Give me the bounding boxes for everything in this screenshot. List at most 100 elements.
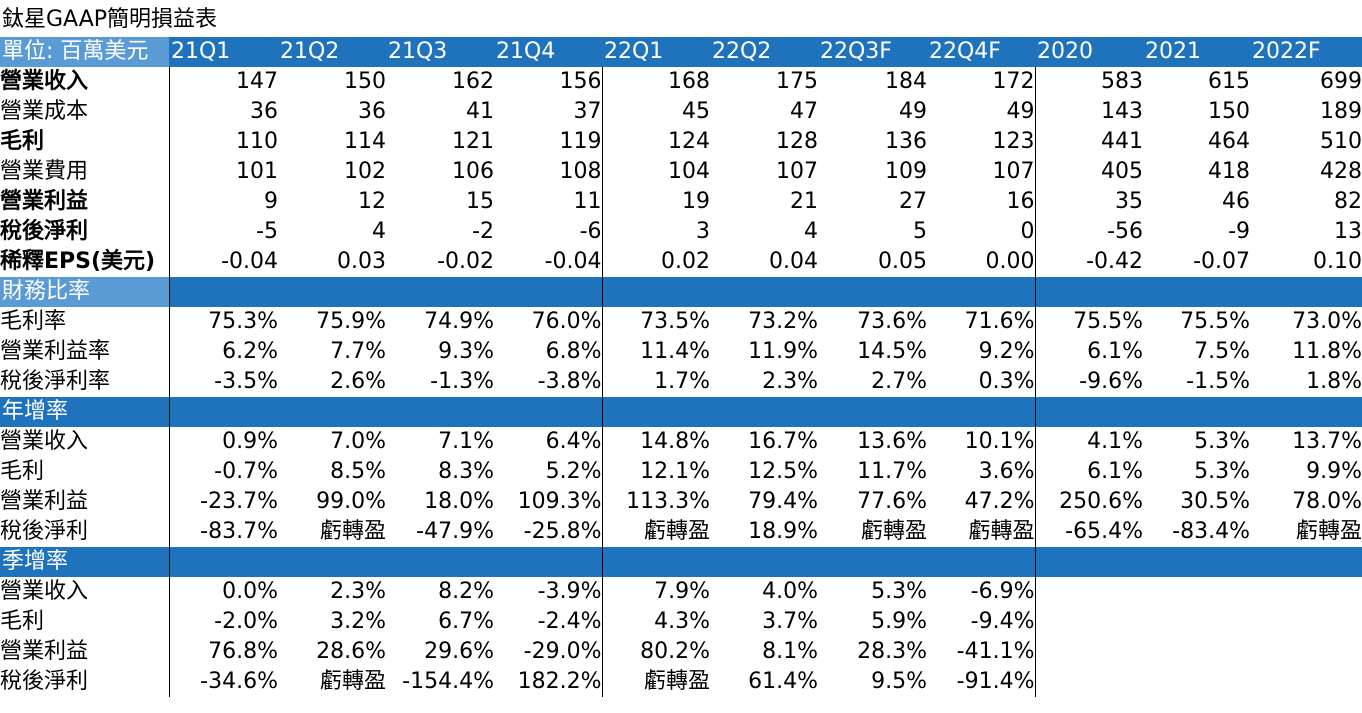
table-cell: -6.9% <box>970 579 1035 604</box>
section-header-cell <box>494 397 602 427</box>
section-header-cell <box>1034 547 1143 577</box>
section-header-cell <box>168 397 278 427</box>
column-header: 22Q4F <box>927 37 1035 67</box>
column-header: 2022F <box>1250 37 1362 67</box>
table-cell: 29.6% <box>424 639 494 664</box>
table-cell: 102 <box>344 159 386 184</box>
table-cell: 143 <box>1034 97 1143 127</box>
table-cell: 109.3% <box>517 489 602 514</box>
table-cell: 2.3% <box>330 579 386 604</box>
table-cell <box>1143 637 1250 667</box>
table-cell: 36 <box>168 97 278 127</box>
table-cell: -6 <box>579 219 602 244</box>
table-cell: 41 <box>466 99 494 124</box>
table-cell: 150 <box>1208 99 1250 124</box>
table-cell: 8.3% <box>438 459 494 484</box>
table-cell: -34.6% <box>168 667 278 697</box>
table-cell: 75.5% <box>1034 307 1143 337</box>
row-label: 稅後淨利 <box>0 669 89 694</box>
table-cell: 1.8% <box>1306 369 1362 394</box>
table-cell: 0.3% <box>978 369 1035 394</box>
table-cell: 13 <box>1334 219 1362 244</box>
table-cell: 28.3% <box>857 639 927 664</box>
section-header-cell <box>927 277 1035 307</box>
table-cell: 583 <box>1034 67 1143 97</box>
table-cell <box>1143 607 1250 637</box>
table-body: 單位: 百萬美元 21Q1 21Q2 21Q3 21Q4 22Q1 22Q2 22Q3F 22Q… <box>0 37 1362 697</box>
table-cell: 73.2% <box>748 309 818 334</box>
table-cell: 113.3% <box>601 487 710 517</box>
table-cell: 11 <box>573 189 602 214</box>
table-cell: 79.4% <box>748 489 818 514</box>
row-label: 營業利益 <box>0 189 89 214</box>
section-title: 財務比率 <box>0 277 169 307</box>
row-label: 營業利益 <box>0 639 89 664</box>
table-cell: -1.3% <box>430 369 494 394</box>
table-cell: 虧轉盈 <box>319 519 386 544</box>
table-cell: 119 <box>559 129 602 154</box>
table-row: 毛利率 75.3% 75.9% 74.9% 76.0% 73.5% 73.2% 73.6% 71… <box>0 307 1362 337</box>
table-cell: 10.1% <box>964 429 1035 454</box>
section-header-cell <box>818 397 927 427</box>
table-cell: 37 <box>573 99 602 124</box>
table-cell: 110 <box>168 127 278 157</box>
table-cell: -1.5% <box>1186 369 1250 394</box>
table-cell <box>1250 637 1362 667</box>
table-cell: -2 <box>472 219 494 244</box>
table-row: 營業利益 -23.7% 99.0% 18.0% 109.3% 113.3% 79.4% 77.… <box>0 487 1362 517</box>
table-cell: 47.2% <box>964 489 1035 514</box>
row-label: 毛利 <box>0 129 45 154</box>
table-cell <box>1034 667 1143 697</box>
table-cell: -29.0% <box>523 639 602 664</box>
section-header-cell <box>278 547 386 577</box>
table-cell: -91.4% <box>956 669 1035 694</box>
row-label: 毛利率 <box>0 309 67 334</box>
table-cell: 13.7% <box>1292 429 1362 454</box>
table-cell: -0.07 <box>1193 249 1250 274</box>
table-row: 稀釋EPS(美元) -0.04 0.03 -0.02 -0.04 0.02 0.04 0.05… <box>0 247 1362 277</box>
table-cell: 109 <box>885 159 927 184</box>
column-header: 2020 <box>1035 37 1143 67</box>
table-cell <box>1250 607 1362 637</box>
row-label: 稀釋EPS(美元) <box>0 249 156 274</box>
section-title: 年增率 <box>0 397 169 427</box>
column-header: 22Q2 <box>710 37 818 67</box>
table-cell: 0.0% <box>168 577 278 607</box>
table-cell: 136 <box>885 129 927 154</box>
table-cell: 7.5% <box>1194 339 1250 364</box>
table-cell: 78.0% <box>1292 489 1362 514</box>
table-cell: -9 <box>1228 219 1250 244</box>
table-cell: 0.04 <box>769 249 818 274</box>
table-cell: -5 <box>168 217 278 247</box>
table-row: 營業利益 9 12 15 11 19 21 27 16 35 46 82 <box>0 187 1362 217</box>
table-cell: 5 <box>913 219 927 244</box>
section-header-cell <box>1143 547 1250 577</box>
row-label: 毛利 <box>0 609 45 634</box>
table-cell: -0.04 <box>544 249 602 274</box>
table-cell: -154.4% <box>402 669 494 694</box>
table-cell: 0.05 <box>878 249 927 274</box>
table-cell: 76.8% <box>168 637 278 667</box>
table-cell: 510 <box>1320 129 1362 154</box>
section-header-cell <box>494 277 602 307</box>
column-header: 2021 <box>1143 37 1250 67</box>
table-cell: -47.9% <box>416 519 494 544</box>
table-cell: 5.3% <box>1194 459 1250 484</box>
table-cell: 71.6% <box>964 309 1035 334</box>
section-header-cell <box>1034 277 1143 307</box>
table-cell: 11.9% <box>748 339 818 364</box>
table-cell: 1.7% <box>601 367 710 397</box>
table-cell: 7.7% <box>330 339 386 364</box>
table-cell: 3.7% <box>762 609 818 634</box>
row-label: 營業費用 <box>0 159 89 184</box>
table-row: 稅後淨利 -5 4 -2 -6 3 4 5 0 -56 -9 13 <box>0 217 1362 247</box>
table-cell: 3 <box>601 217 710 247</box>
table-cell: -3.5% <box>168 367 278 397</box>
table-cell <box>1250 667 1362 697</box>
table-cell: 250.6% <box>1034 487 1143 517</box>
table-cell: 16 <box>1006 189 1035 214</box>
table-cell: 75.5% <box>1180 309 1250 334</box>
table-cell: 4.0% <box>762 579 818 604</box>
table-cell: 5.2% <box>545 459 602 484</box>
table-cell: 147 <box>168 67 278 97</box>
